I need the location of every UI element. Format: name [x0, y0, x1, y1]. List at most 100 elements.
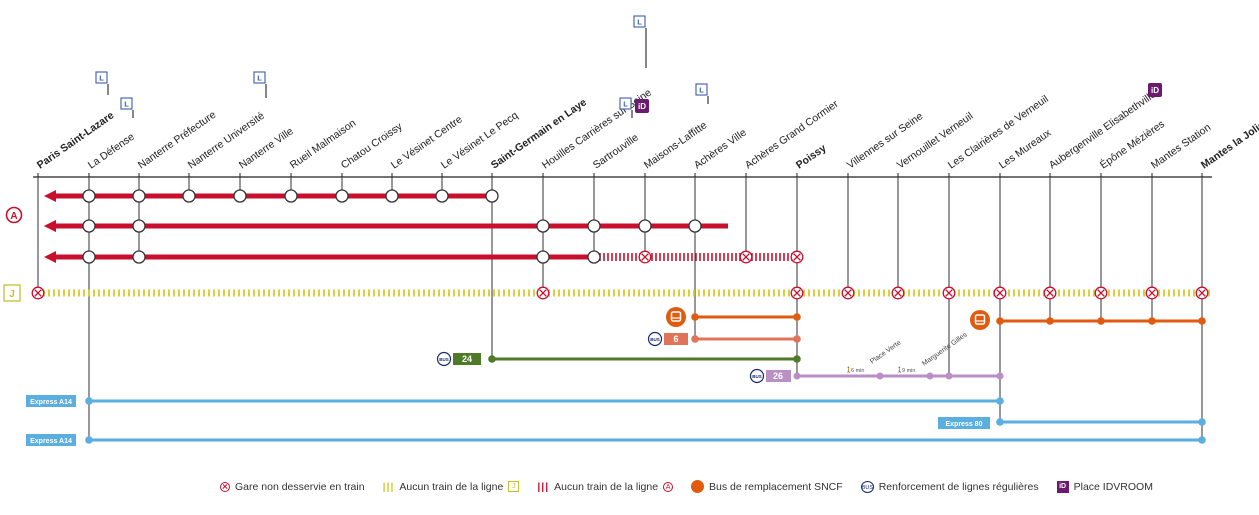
express-stop-dot — [996, 397, 1004, 405]
bus-26-label: 26 — [773, 371, 783, 381]
station-stop — [587, 250, 601, 264]
not-served-cross — [844, 289, 852, 297]
not-served-cross — [742, 253, 750, 261]
station-stop — [385, 189, 399, 203]
rer-a-badge — [5, 206, 23, 224]
station-stop — [485, 189, 499, 203]
regular-bus-24-icon — [436, 351, 452, 367]
bus-replacement-icon — [970, 310, 990, 330]
rer-a-branch-poissy-arrowhead — [44, 251, 56, 263]
station-label: Sartrouville — [591, 131, 641, 171]
bus-6-badge — [664, 333, 688, 345]
express-80-label: Express 80 — [946, 421, 983, 428]
station-stop — [284, 189, 298, 203]
legend-not-served: Gare non desservie en train — [220, 481, 365, 493]
idvroom-badge-epone — [1148, 83, 1162, 97]
bus-icon — [691, 480, 705, 493]
express-80-badge — [938, 417, 990, 429]
rer-a-icon: A — [663, 481, 674, 492]
regular-bus-26-icon-text: BUS — [752, 374, 762, 379]
station-stop — [688, 219, 702, 233]
bus-stop-dot — [793, 372, 801, 380]
station-stop — [82, 250, 96, 264]
line-l-badge-la-defense — [120, 97, 133, 110]
legend-no-train-a-label: Aucun train de la ligne — [554, 480, 659, 493]
legend-no-train-j-label: Aucun train de la ligne — [399, 480, 504, 493]
not-served-cross — [1198, 289, 1206, 297]
walk-time-1: 6 min — [851, 368, 864, 374]
rer-a-branch-cergy-arrowhead — [44, 220, 56, 232]
walk-place-1: Place Verte — [869, 339, 902, 365]
walk-place-2: Marguerite Gilles — [921, 331, 969, 367]
line-l-badge-sartrouville-letter: L — [623, 100, 628, 109]
not-served-cross — [1148, 289, 1156, 297]
line-j-icon: J — [508, 481, 520, 492]
station-stop — [233, 189, 247, 203]
not-served-icon — [220, 481, 230, 492]
regular-bus-6-icon — [647, 331, 663, 347]
line-l-badge-nanterre-universite-letter: L — [257, 74, 262, 83]
station-stop — [82, 219, 96, 233]
station-stop — [182, 189, 196, 203]
legend-regular-bus-label: Renforcement de lignes régulières — [878, 480, 1039, 493]
station-stop — [638, 219, 652, 233]
regular-bus-26-icon — [749, 368, 765, 384]
bus-stop-dot — [945, 372, 953, 380]
line-l-badge-nanterre-universite — [253, 71, 266, 84]
legend-no-train-j: ||| Aucun train de la ligne J — [383, 481, 520, 493]
bus-26-badge — [766, 370, 791, 382]
idvroom-icon: iD — [1056, 480, 1069, 493]
bus-stop-dot — [691, 335, 699, 343]
station-stop — [132, 189, 146, 203]
bus-stop-dot — [876, 372, 884, 380]
line-l-badge-houilles-letter: L — [637, 18, 642, 27]
legend-idvroom: iD Place IDVROOM — [1056, 480, 1153, 493]
legend-idvroom-label: Place IDVROOM — [1073, 480, 1153, 493]
express-stop-dot — [1198, 418, 1206, 426]
legend: Gare non desservie en train ||| Aucun tr… — [220, 480, 1165, 493]
not-served-cross — [996, 289, 1004, 297]
bus-24-badge — [453, 353, 481, 365]
bus-stop-dot — [996, 372, 1004, 380]
bus-stop-dot — [1046, 317, 1054, 325]
station-stop — [435, 189, 449, 203]
red-dashes-icon: ||| — [537, 480, 550, 493]
idvroom-badge-sartrouville-text: iD — [638, 102, 646, 111]
station-stop — [587, 219, 601, 233]
not-served-cross — [34, 289, 42, 297]
bus-stop-dot — [1198, 317, 1206, 325]
idvroom-badge-epone-text: iD — [1151, 86, 1159, 95]
not-served-cross — [1046, 289, 1054, 297]
bus-stop-dot — [793, 335, 801, 343]
bus-replacement-icon-glyph — [974, 314, 986, 325]
line-j-badge — [3, 284, 21, 302]
express-a14-bottom-badge — [26, 434, 76, 446]
express-stop-dot — [996, 418, 1004, 426]
not-served-cross — [1097, 289, 1105, 297]
bus-24-label: 24 — [462, 354, 472, 364]
station-label: Poissy — [794, 142, 829, 171]
bus-stop-dot — [926, 372, 934, 380]
bus-stop-dot — [793, 313, 801, 321]
express-stop-dot — [85, 397, 93, 405]
line-l-badge-saint-lazare — [95, 71, 108, 84]
express-stop-dot — [85, 436, 93, 444]
line-l-badge-la-defense-letter: L — [124, 100, 129, 109]
bus-stop-dot — [793, 355, 801, 363]
bus-stop-dot — [691, 313, 699, 321]
rer-a-badge-letter: A — [10, 211, 17, 222]
line-l-badge-houilles — [633, 15, 646, 28]
not-served-cross — [793, 253, 801, 261]
idvroom-badge-sartrouville — [635, 99, 649, 113]
legend-no-train-a: ||| Aucun train de la ligne A — [537, 480, 674, 493]
station-stop — [536, 250, 550, 264]
regular-bus-icon: BUS — [860, 480, 874, 493]
line-l-badge-saint-lazare-letter: L — [99, 74, 104, 83]
regular-bus-6-icon-text: BUS — [650, 337, 660, 342]
bus-stop-dot — [1148, 317, 1156, 325]
rer-a-branch-saint-germain-arrowhead — [44, 190, 56, 202]
station-stop — [132, 250, 146, 264]
bus-replacement-icon-glyph — [670, 311, 682, 322]
walk-icon: 🚶 — [896, 366, 903, 374]
not-served-cross — [793, 289, 801, 297]
